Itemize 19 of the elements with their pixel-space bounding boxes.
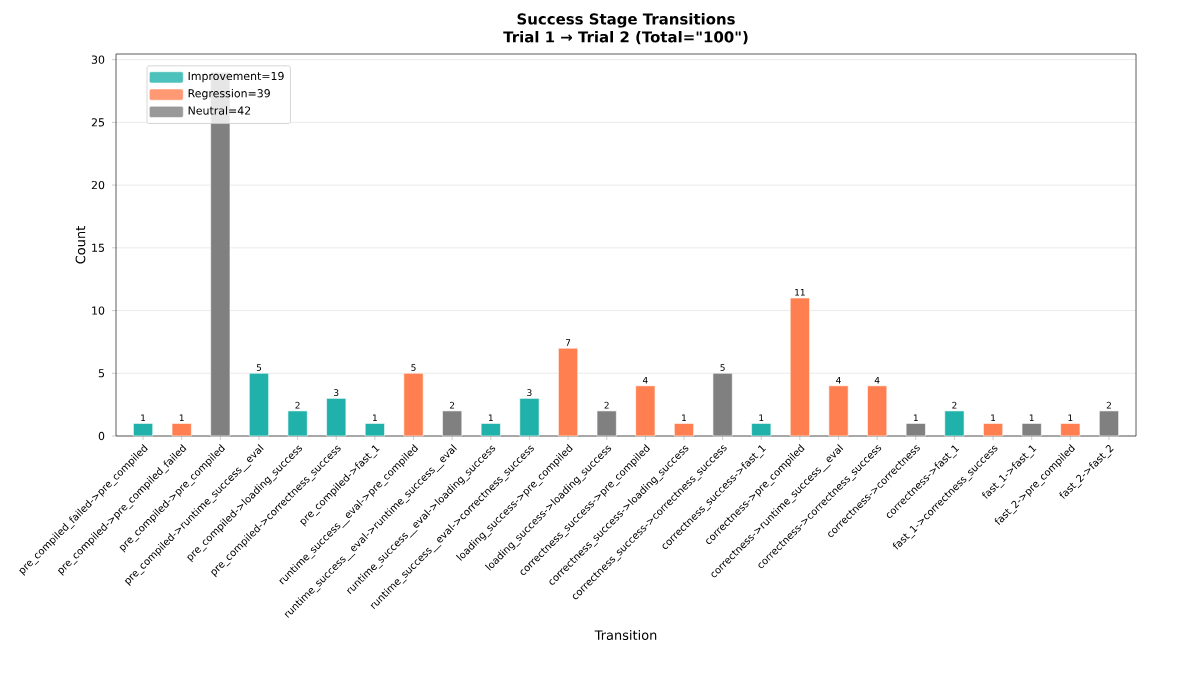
bar <box>867 385 888 437</box>
bar <box>249 372 269 437</box>
bar <box>789 297 810 437</box>
bar <box>133 423 154 437</box>
bar <box>1060 423 1081 437</box>
bar <box>983 423 1004 437</box>
bar <box>751 423 772 437</box>
bar <box>674 423 694 437</box>
bar <box>519 398 540 437</box>
bar <box>364 423 385 437</box>
bar <box>171 423 192 437</box>
bar <box>944 410 965 437</box>
bar <box>287 410 308 437</box>
bar <box>635 385 656 437</box>
bar <box>480 423 501 437</box>
bar <box>558 347 579 437</box>
bar <box>326 398 347 437</box>
bar <box>403 372 424 437</box>
bar <box>828 385 849 437</box>
